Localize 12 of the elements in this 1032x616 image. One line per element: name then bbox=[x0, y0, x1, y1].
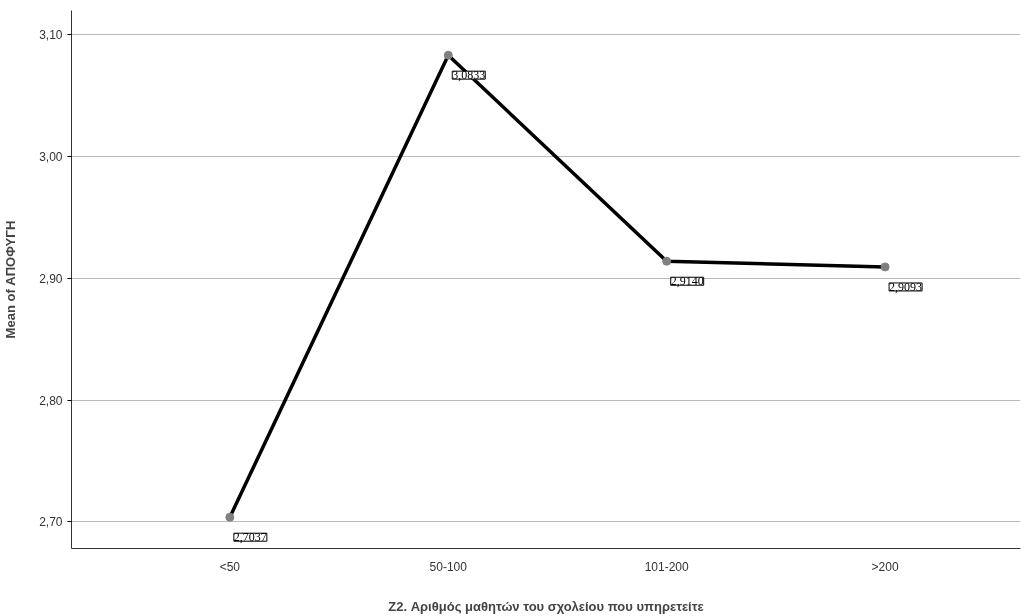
y-tick-label: 2,80 bbox=[39, 393, 63, 408]
y-tick-label: 2,70 bbox=[39, 515, 63, 530]
x-tick-label: 101-200 bbox=[644, 559, 690, 574]
x-tick-label: <50 bbox=[219, 559, 241, 574]
y-tick-label: 2,90 bbox=[39, 271, 63, 286]
y-axis-title: Mean of ΑΠΟΦΥΓΗ bbox=[3, 220, 19, 339]
x-axis-title: Z2. Αριθμός μαθητών του σχολείου που υπηρετείτε bbox=[388, 598, 704, 614]
data-label: 3,0833 bbox=[452, 68, 486, 83]
x-tick-label: >200 bbox=[871, 559, 899, 574]
y-tick-label: 3,10 bbox=[39, 28, 63, 43]
y-tick-label: 3,00 bbox=[39, 150, 63, 165]
x-tick-label: 50-100 bbox=[429, 559, 468, 574]
